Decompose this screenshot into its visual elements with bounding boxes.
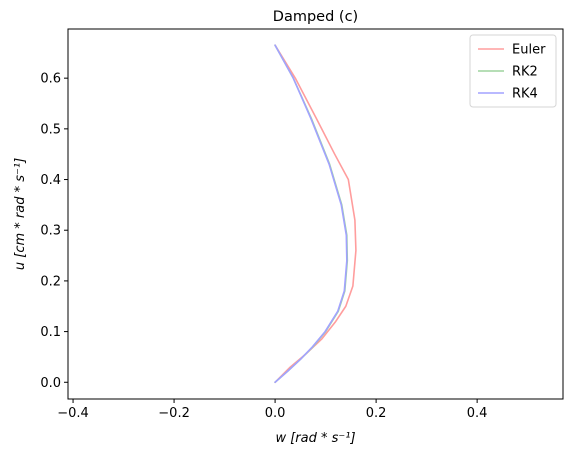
series-line-rk2 — [274, 44, 349, 384]
legend: Euler RK2 RK4 — [469, 34, 557, 108]
y-axis-ticks: 0.0 0.1 0.2 0.3 0.4 0.5 0.6 — [40, 72, 68, 391]
y-tick-label: 0.1 — [40, 325, 61, 340]
y-tick-label: 0.0 — [40, 376, 61, 391]
y-tick-label: 0.3 — [40, 224, 61, 239]
legend-label-rk4: RK4 — [512, 87, 538, 102]
series-line-rk4 — [274, 44, 348, 384]
x-axis-ticks: −0.4 −0.2 0.0 0.2 0.4 — [57, 399, 487, 421]
y-tick-label: 0.2 — [40, 274, 61, 289]
y-tick-label: 0.5 — [40, 122, 61, 137]
x-tick-label: 0.4 — [467, 406, 488, 421]
x-tick-label: −0.4 — [57, 406, 89, 421]
legend-label-rk2: RK2 — [512, 65, 538, 80]
legend-box — [469, 34, 557, 108]
y-tick-label: 0.6 — [40, 72, 61, 87]
y-axis-label: u [cm * rad * s⁻¹] — [13, 158, 28, 270]
plot-frame — [67, 28, 564, 400]
x-tick-label: 0.2 — [366, 406, 387, 421]
legend-label-euler: Euler — [512, 43, 546, 58]
series-layer — [274, 44, 357, 384]
x-tick-label: 0.0 — [265, 406, 286, 421]
y-tick-label: 0.4 — [40, 173, 61, 188]
x-axis-label: w [rad * s⁻¹] — [275, 431, 355, 446]
x-tick-label: −0.2 — [158, 406, 190, 421]
chart-title: Damped (c) — [273, 9, 358, 25]
